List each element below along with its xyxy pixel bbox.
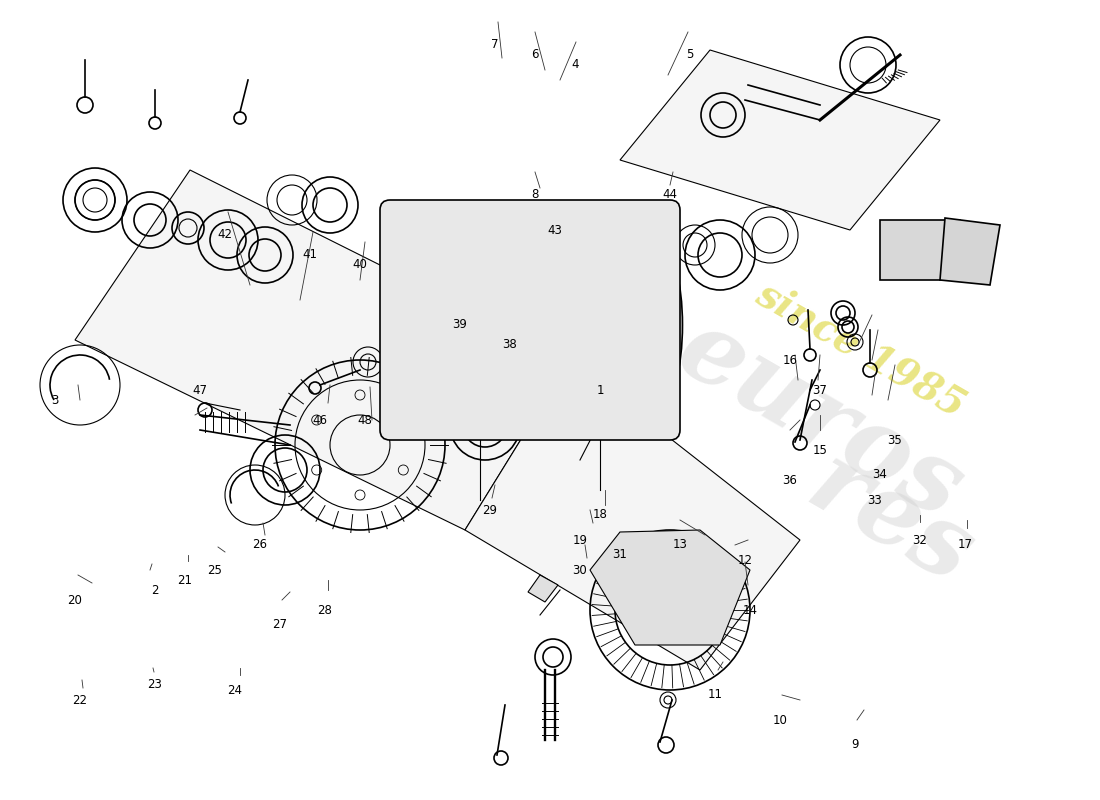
Text: 24: 24 (228, 683, 242, 697)
Polygon shape (620, 50, 940, 230)
Text: 33: 33 (868, 494, 882, 506)
Text: 25: 25 (208, 563, 222, 577)
Text: 20: 20 (67, 594, 82, 606)
Ellipse shape (648, 270, 672, 380)
Text: 11: 11 (707, 689, 723, 702)
Ellipse shape (638, 245, 682, 405)
Text: 36: 36 (782, 474, 797, 486)
Text: 17: 17 (957, 538, 972, 551)
Text: 40: 40 (353, 258, 367, 271)
Text: 38: 38 (503, 338, 517, 351)
Text: 3: 3 (52, 394, 58, 406)
Text: 9: 9 (851, 738, 859, 751)
Text: 31: 31 (613, 549, 627, 562)
Text: euros: euros (661, 300, 979, 540)
Text: 2: 2 (152, 583, 158, 597)
Text: 12: 12 (737, 554, 752, 566)
Text: 46: 46 (312, 414, 328, 426)
Polygon shape (75, 170, 570, 530)
Text: res: res (791, 435, 989, 605)
Polygon shape (528, 575, 558, 602)
Text: 15: 15 (813, 443, 827, 457)
Text: 14: 14 (742, 603, 758, 617)
Text: 30: 30 (573, 563, 587, 577)
Text: 21: 21 (177, 574, 192, 586)
Text: 42: 42 (218, 229, 232, 242)
Text: 37: 37 (813, 383, 827, 397)
Text: 18: 18 (593, 509, 607, 522)
FancyBboxPatch shape (379, 200, 680, 440)
Text: 1: 1 (596, 383, 604, 397)
Text: 8: 8 (531, 189, 539, 202)
Text: 39: 39 (452, 318, 468, 331)
Text: 19: 19 (572, 534, 587, 546)
Text: 32: 32 (913, 534, 927, 546)
Text: 35: 35 (888, 434, 902, 446)
Text: 10: 10 (772, 714, 788, 726)
Text: 34: 34 (872, 469, 888, 482)
Ellipse shape (385, 235, 435, 415)
Text: 44: 44 (662, 189, 678, 202)
Polygon shape (465, 360, 800, 670)
Text: 27: 27 (273, 618, 287, 631)
Text: 48: 48 (358, 414, 373, 426)
Ellipse shape (395, 260, 425, 390)
Text: 13: 13 (672, 538, 688, 551)
Text: 7: 7 (492, 38, 498, 51)
Text: 41: 41 (302, 249, 318, 262)
Text: 22: 22 (73, 694, 88, 706)
Text: 26: 26 (253, 538, 267, 551)
Text: 16: 16 (782, 354, 797, 366)
Polygon shape (940, 218, 1000, 285)
Text: 23: 23 (147, 678, 163, 691)
Text: 43: 43 (548, 223, 562, 237)
Polygon shape (590, 530, 750, 645)
Text: since 1985: since 1985 (749, 275, 971, 425)
Circle shape (947, 235, 983, 271)
Text: 4: 4 (571, 58, 579, 71)
Text: 28: 28 (318, 603, 332, 617)
Text: 6: 6 (531, 49, 539, 62)
Text: 29: 29 (483, 503, 497, 517)
Text: 5: 5 (686, 49, 694, 62)
Polygon shape (880, 220, 960, 280)
Text: 47: 47 (192, 383, 208, 397)
Circle shape (895, 225, 945, 275)
